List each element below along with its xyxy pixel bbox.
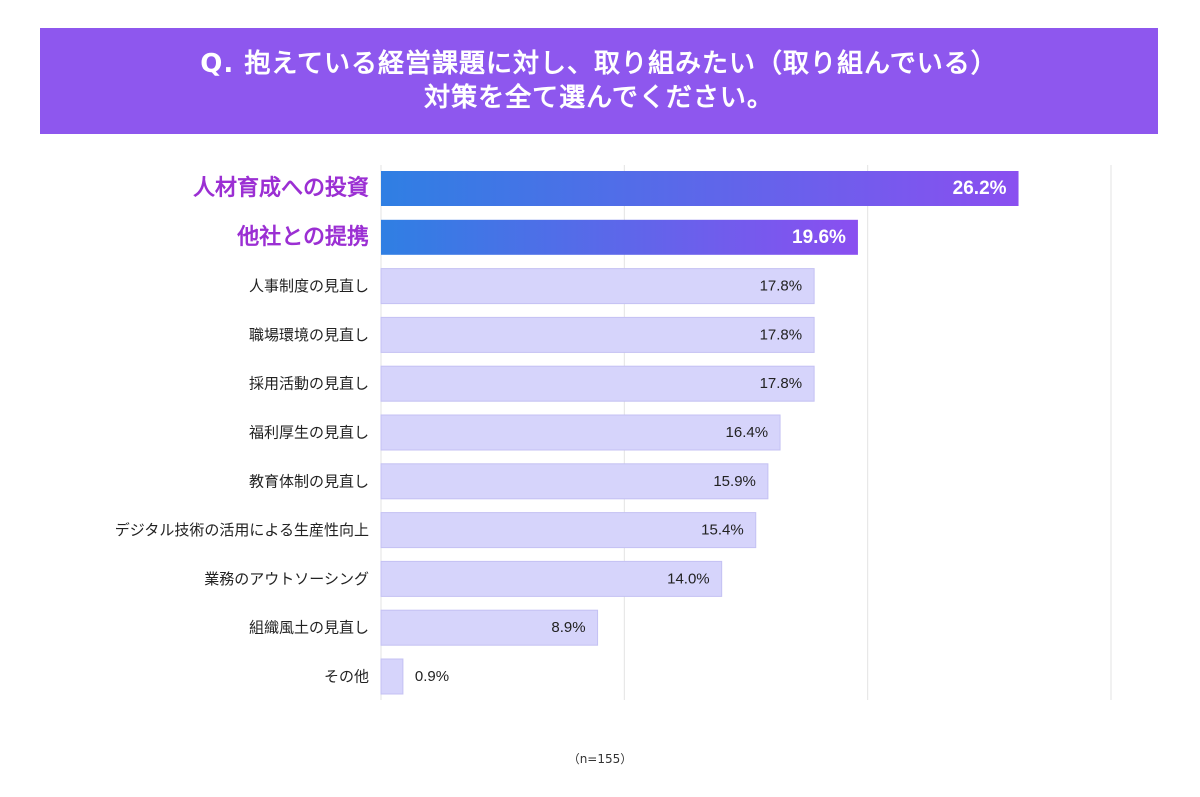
bar-4 bbox=[380, 365, 815, 402]
category-label-2: 人事制度の見直し bbox=[249, 277, 369, 295]
category-label-3: 職場環境の見直し bbox=[249, 326, 369, 344]
bar-5 bbox=[380, 414, 781, 451]
value-label-7: 15.4% bbox=[701, 522, 744, 539]
category-label-7: デジタル技術の活用による生産性向上 bbox=[115, 521, 369, 539]
value-label-9: 8.9% bbox=[551, 619, 585, 636]
bar-1 bbox=[381, 219, 858, 255]
category-label-0: 人材育成への投資 bbox=[193, 175, 369, 201]
category-label-8: 業務のアウトソーシング bbox=[204, 570, 369, 588]
chart-title-line-1: Q. 抱えている経営課題に対し、取り組みたい（取り組んでいる） bbox=[200, 49, 998, 79]
bar-9 bbox=[380, 609, 599, 646]
value-label-2: 17.8% bbox=[760, 278, 803, 295]
value-label-6: 15.9% bbox=[713, 473, 756, 490]
value-label-3: 17.8% bbox=[760, 326, 803, 343]
title-banner: Q. 抱えている経営課題に対し、取り組みたい（取り組んでいる） 対策を全て選んで… bbox=[40, 28, 1158, 134]
category-label-5: 福利厚生の見直し bbox=[249, 424, 369, 442]
bar-10 bbox=[380, 658, 404, 695]
category-label-1: 他社との提携 bbox=[236, 224, 369, 250]
bar-3 bbox=[380, 316, 815, 353]
sample-size-note: （n=155） bbox=[567, 752, 633, 766]
bar-8 bbox=[380, 560, 723, 597]
value-label-1: 19.6% bbox=[792, 227, 846, 248]
category-label-6: 教育体制の見直し bbox=[249, 472, 369, 490]
bar-2 bbox=[380, 268, 815, 305]
chart-title-line-2: 対策を全て選んでください。 bbox=[424, 83, 774, 113]
value-label-4: 17.8% bbox=[760, 375, 803, 392]
category-label-4: 採用活動の見直し bbox=[249, 375, 369, 393]
value-label-5: 16.4% bbox=[726, 424, 769, 441]
bar-6 bbox=[380, 463, 769, 500]
bar-0 bbox=[381, 171, 1019, 206]
value-label-0: 26.2% bbox=[953, 178, 1007, 199]
category-label-10: その他 bbox=[324, 668, 369, 686]
category-label-9: 組織風土の見直し bbox=[249, 619, 369, 637]
value-label-10: 0.9% bbox=[415, 668, 449, 685]
bar-7 bbox=[380, 512, 757, 549]
value-label-8: 14.0% bbox=[667, 570, 710, 587]
